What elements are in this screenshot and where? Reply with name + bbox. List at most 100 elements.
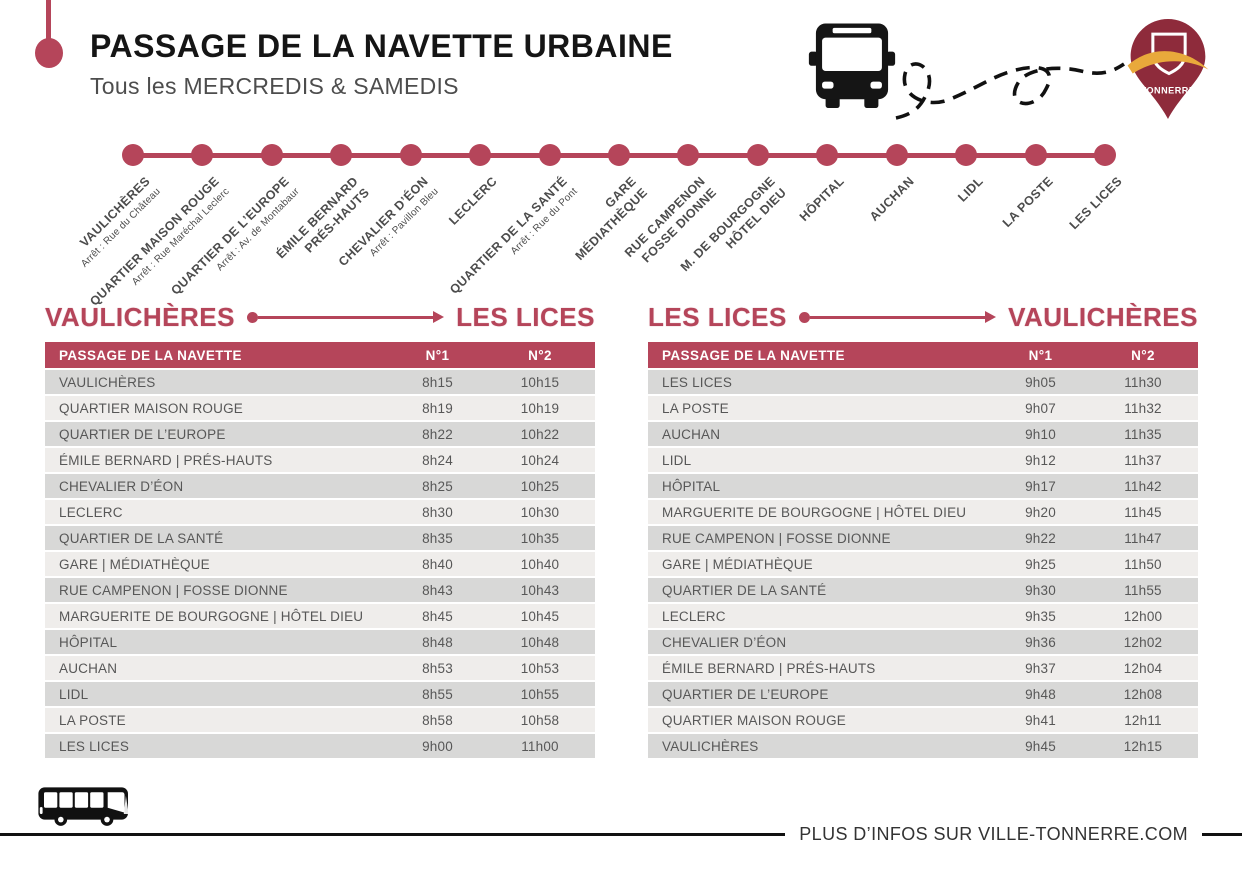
time-cell: 11h50 bbox=[1124, 556, 1162, 572]
timetable-row: AUCHAN 8h53 10h53 bbox=[45, 656, 595, 680]
timetable-row: LIDL 9h12 11h37 bbox=[648, 448, 1198, 472]
stop-name-cell: CHEVALIER D’ÉON bbox=[59, 478, 184, 494]
time-cell: 8h58 bbox=[422, 712, 453, 728]
time-cell: 9h30 bbox=[1025, 582, 1056, 598]
time-cell: 11h37 bbox=[1124, 452, 1162, 468]
time-cell: 11h47 bbox=[1124, 530, 1162, 546]
route-stop-dot bbox=[538, 144, 561, 166]
timetable-row: CHEVALIER D’ÉON 9h36 12h02 bbox=[648, 630, 1198, 654]
timetable-leslices-vaulicheres: LES LICES VAULICHÈRES PASSAGE DE LA NAVE… bbox=[648, 300, 1198, 760]
timetable-row: LA POSTE 8h58 10h58 bbox=[45, 708, 595, 732]
time-cell: 9h17 bbox=[1025, 478, 1056, 494]
time-cell: 10h48 bbox=[520, 634, 560, 650]
stop-name-cell: QUARTIER MAISON ROUGE bbox=[662, 712, 846, 728]
arrow-line bbox=[257, 315, 434, 319]
arrow-head-icon bbox=[985, 311, 997, 323]
direction-to: LES LICES bbox=[456, 301, 595, 332]
timetable-row: VAULICHÈRES 8h15 10h15 bbox=[45, 370, 595, 394]
tonnerre-pin-label: TONNERRE bbox=[1141, 86, 1196, 96]
time-cell: 8h22 bbox=[422, 426, 453, 442]
time-cell: 12h00 bbox=[1123, 608, 1163, 624]
time-cell: 8h15 bbox=[422, 374, 453, 390]
timetable-row: LIDL 8h55 10h55 bbox=[45, 682, 595, 706]
stop-name-cell: ÉMILE BERNARD | PRÉS-HAUTS bbox=[59, 452, 273, 468]
time-cell: 10h55 bbox=[520, 686, 560, 702]
route-stop-dot bbox=[122, 144, 144, 166]
stop-name-cell: HÔPITAL bbox=[662, 478, 721, 494]
timetable-row: HÔPITAL 8h48 10h48 bbox=[45, 630, 595, 654]
direction-to: VAULICHÈRES bbox=[1008, 301, 1198, 332]
time-cell: 8h45 bbox=[422, 608, 453, 624]
stop-name-cell: ÉMILE BERNARD | PRÉS-HAUTS bbox=[662, 660, 876, 676]
timetable-rows: VAULICHÈRES 8h15 10h15 QUARTIER MAISON ROUG… bbox=[45, 370, 595, 758]
footer-info-text: PLUS D’INFOS SUR VILLE-TONNERRE.COM bbox=[799, 824, 1188, 844]
route-stop-dot bbox=[191, 144, 214, 166]
time-cell: 10h43 bbox=[520, 582, 560, 598]
time-cell: 11h32 bbox=[1124, 400, 1162, 416]
time-cell: 12h02 bbox=[1123, 634, 1163, 650]
time-cell: 9h41 bbox=[1025, 712, 1056, 728]
time-cell: 9h45 bbox=[1025, 738, 1056, 754]
timetable-row: MARGUERITE DE BOURGOGNE | HÔTEL DIEU 8h45… bbox=[45, 604, 595, 628]
time-cell: 8h19 bbox=[422, 400, 453, 416]
timetable-rows: LES LICES 9h05 11h30 LA POSTE 9h07 11h32 AUCHA… bbox=[648, 370, 1198, 758]
time-cell: 9h25 bbox=[1025, 556, 1056, 572]
stop-name-cell: QUARTIER DE LA SANTÉ bbox=[59, 530, 224, 546]
route-stop-dot bbox=[1094, 144, 1116, 166]
time-cell: 8h48 bbox=[422, 634, 453, 650]
stop-name-cell: RUE CAMPENON | FOSSE DIONNE bbox=[59, 582, 288, 598]
timetable-row: QUARTIER DE L’EUROPE 8h22 10h22 bbox=[45, 422, 595, 446]
footer: PLUS D’INFOS SUR VILLE-TONNERRE.COM bbox=[0, 824, 1242, 845]
timetable-row: VAULICHÈRES 9h45 12h15 bbox=[648, 734, 1198, 758]
arrow-dot bbox=[798, 311, 810, 323]
timetable-row: GARE | MÉDIATHÈQUE 9h25 11h50 bbox=[648, 552, 1198, 576]
dashed-route-squiggle bbox=[892, 34, 1128, 157]
time-cell: 8h24 bbox=[422, 452, 453, 468]
stop-name-cell: MARGUERITE DE BOURGOGNE | HÔTEL DIEU bbox=[662, 504, 967, 520]
time-cell: 12h08 bbox=[1123, 686, 1163, 702]
bus-front-icon bbox=[808, 16, 896, 117]
header-pin-dot bbox=[35, 38, 63, 68]
direction-arrow bbox=[246, 311, 445, 323]
column-header-n2: N°2 bbox=[1131, 347, 1155, 363]
stop-name-cell: QUARTIER DE L’EUROPE bbox=[59, 426, 226, 442]
column-header-stop: PASSAGE DE LA NAVETTE bbox=[662, 347, 845, 363]
timetable-row: CHEVALIER D’ÉON 8h25 10h25 bbox=[45, 474, 595, 498]
stop-name-cell: AUCHAN bbox=[662, 426, 721, 442]
route-stop-dot bbox=[677, 144, 700, 166]
time-cell: 9h07 bbox=[1025, 400, 1056, 416]
column-header-n2: N°2 bbox=[528, 347, 552, 363]
stop-name-cell: HÔPITAL bbox=[59, 634, 118, 650]
timetable-row: GARE | MÉDIATHÈQUE 8h40 10h40 bbox=[45, 552, 595, 576]
route-stop-dot bbox=[469, 144, 492, 166]
timetable-row: RUE CAMPENON | FOSSE DIONNE 9h22 11h47 bbox=[648, 526, 1198, 550]
column-header-n1: N°1 bbox=[425, 347, 450, 363]
time-cell: 9h35 bbox=[1025, 608, 1056, 624]
time-cell: 12h15 bbox=[1123, 738, 1163, 754]
time-cell: 10h24 bbox=[520, 452, 560, 468]
time-cell: 9h48 bbox=[1025, 686, 1056, 702]
timetable-row: QUARTIER DE LA SANTÉ 9h30 11h55 bbox=[648, 578, 1198, 602]
direction-arrow bbox=[798, 311, 997, 323]
stop-name-cell: LIDL bbox=[59, 686, 89, 702]
time-cell: 10h15 bbox=[520, 374, 560, 390]
header-pin-stem bbox=[46, 0, 51, 44]
timetable-row: ÉMILE BERNARD | PRÉS-HAUTS 8h24 10h24 bbox=[45, 448, 595, 472]
time-cell: 9h00 bbox=[422, 738, 453, 754]
stop-name-cell: MARGUERITE DE BOURGOGNE | HÔTEL DIEU bbox=[59, 608, 364, 624]
timetable-row: LES LICES 9h00 11h00 bbox=[45, 734, 595, 758]
bus-side-icon bbox=[36, 786, 136, 833]
timetable-title: LES LICES VAULICHÈRES bbox=[648, 300, 1198, 334]
time-cell: 9h05 bbox=[1025, 374, 1056, 390]
time-cell: 8h40 bbox=[422, 556, 453, 572]
time-cell: 11h42 bbox=[1124, 478, 1162, 494]
stop-name-cell: LECLERC bbox=[59, 504, 123, 520]
stop-name-cell: LIDL bbox=[662, 452, 692, 468]
stop-name-cell: AUCHAN bbox=[59, 660, 118, 676]
timetable-header: PASSAGE DE LA NAVETTE N°1 N°2 bbox=[648, 342, 1198, 368]
time-cell: 10h53 bbox=[520, 660, 560, 676]
stop-name-cell: LA POSTE bbox=[662, 400, 729, 416]
time-cell: 10h19 bbox=[520, 400, 560, 416]
time-cell: 9h36 bbox=[1025, 634, 1056, 650]
route-stop-dot bbox=[816, 144, 839, 166]
